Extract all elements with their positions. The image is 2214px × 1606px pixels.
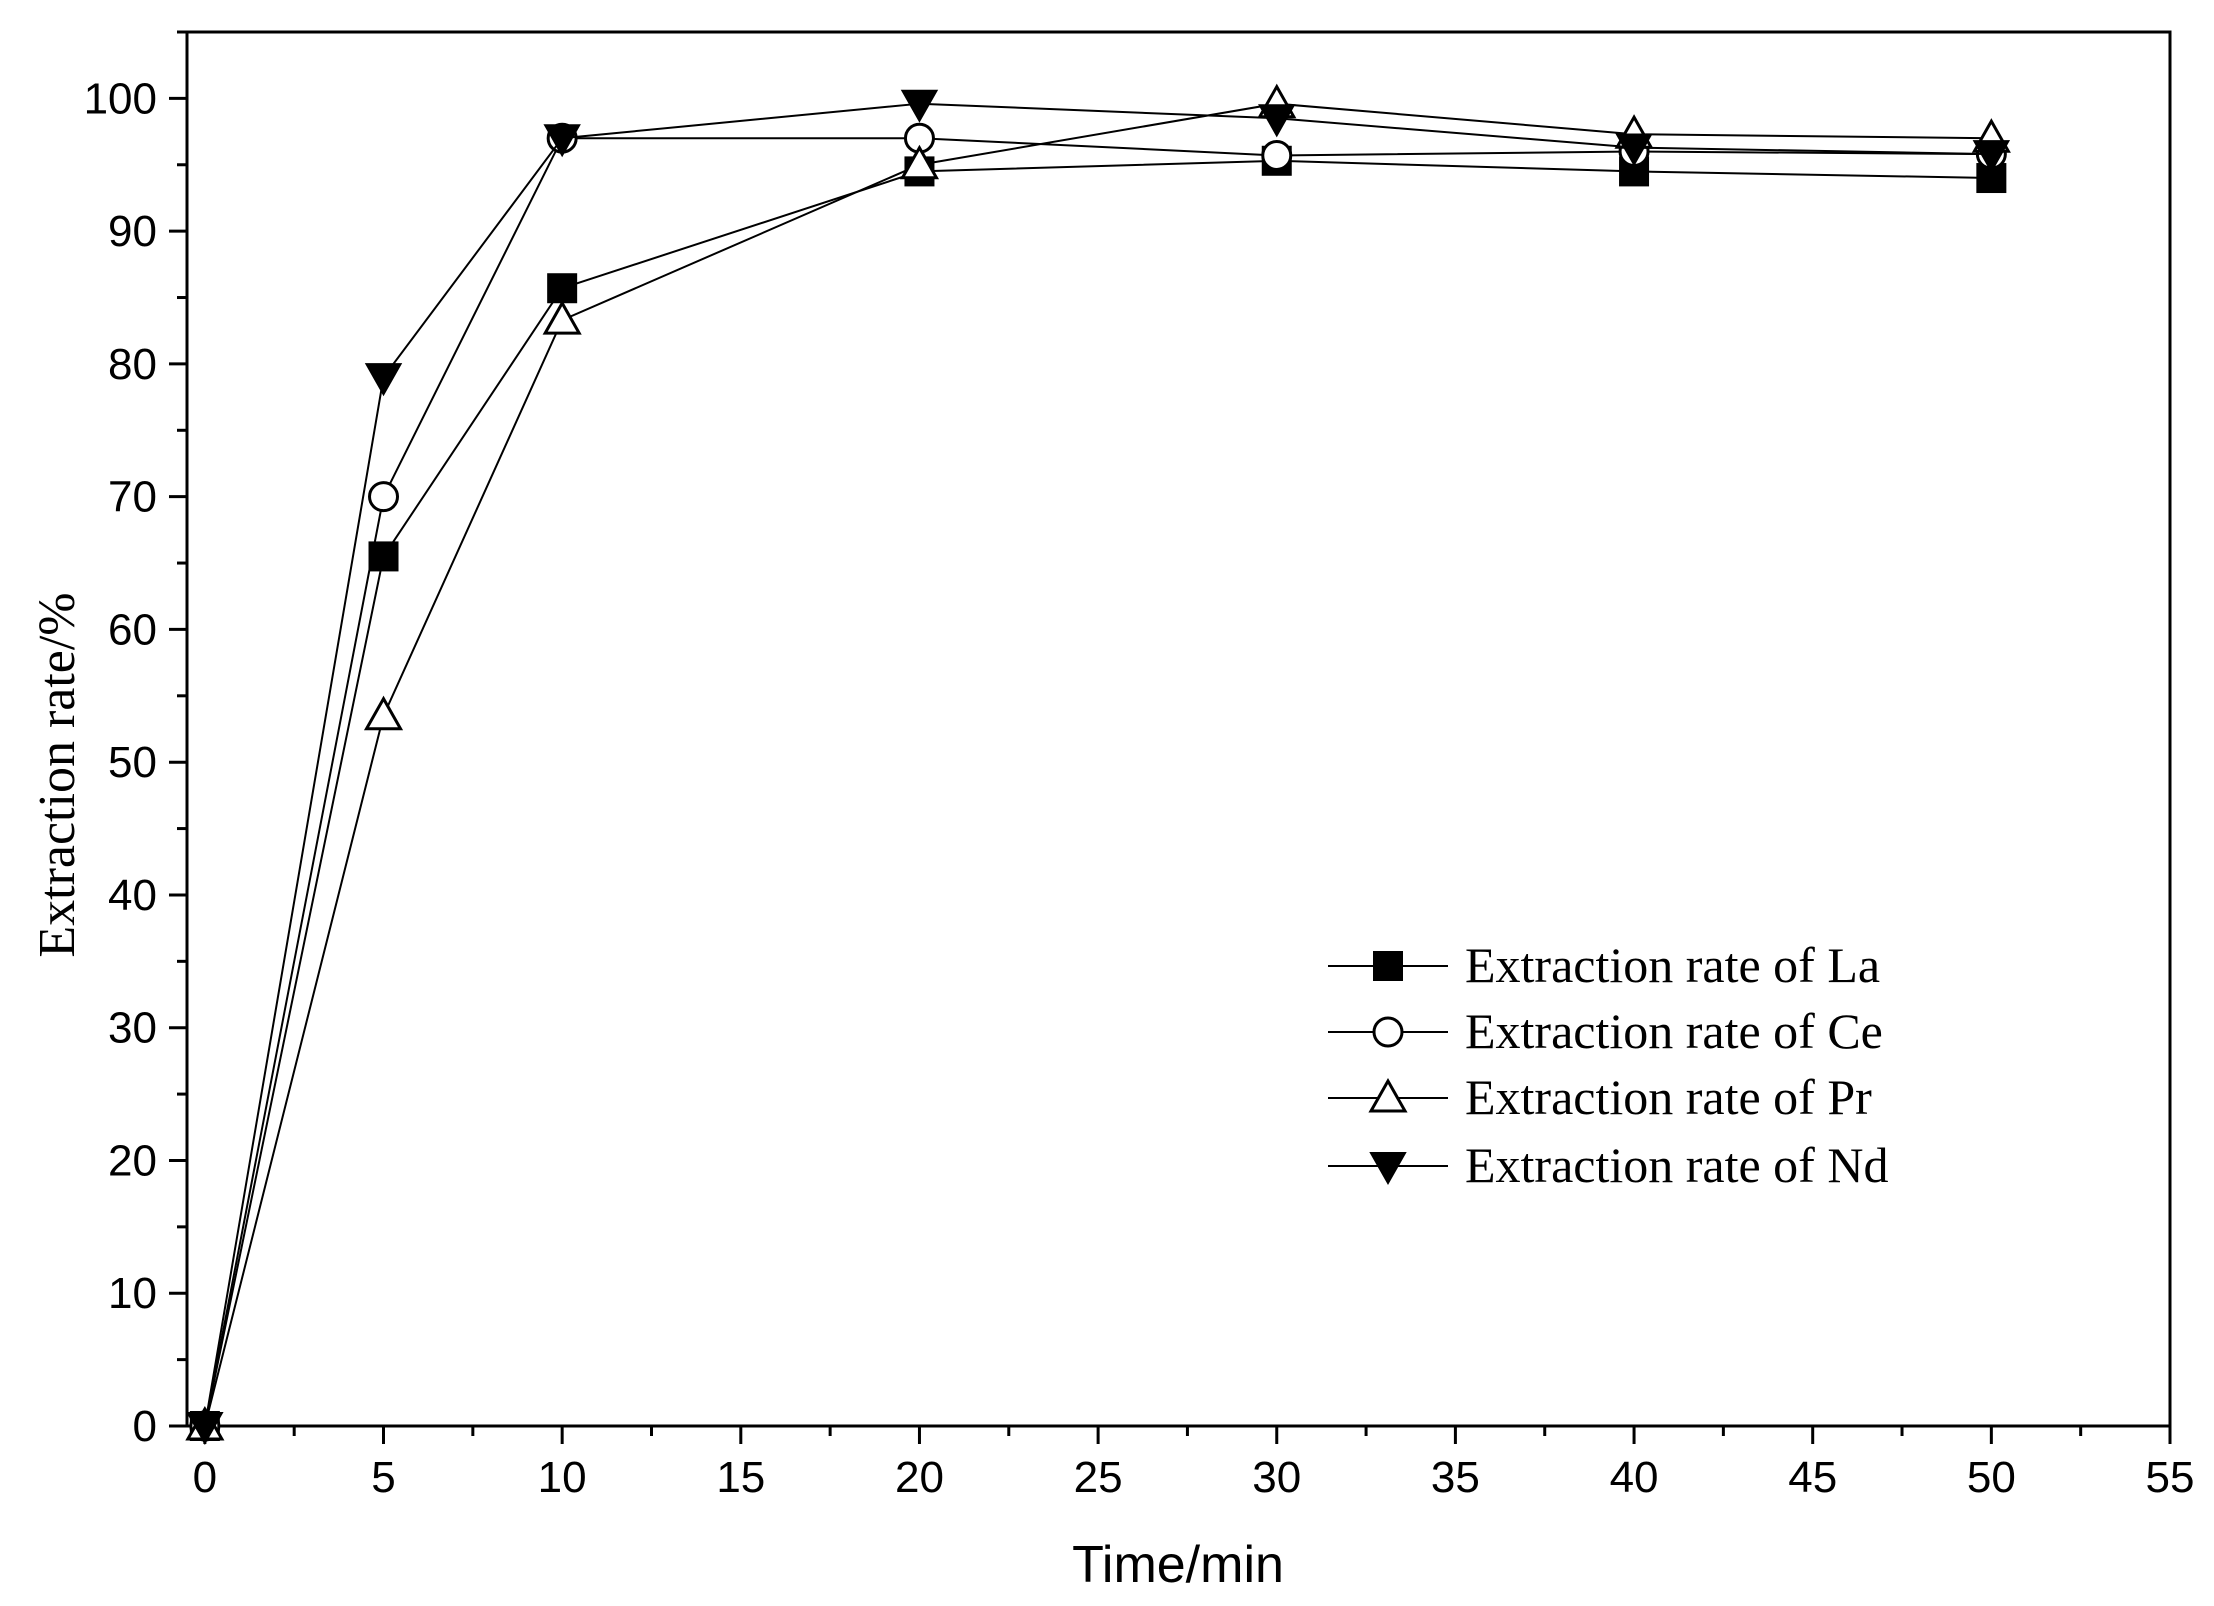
series-line	[203, 137, 1992, 1427]
series-4	[186, 89, 2011, 1446]
y-tick-label: 60	[108, 605, 157, 654]
y-tick-label: 80	[108, 340, 157, 389]
legend-item: Extraction rate of Ce	[1328, 1003, 1883, 1059]
y-tick-label: 50	[108, 738, 157, 787]
x-tick-label: 10	[538, 1453, 587, 1502]
legend-item: Extraction rate of Pr	[1328, 1069, 1872, 1125]
x-tick-label: 40	[1610, 1453, 1659, 1502]
x-tick-label: 25	[1074, 1453, 1123, 1502]
legend-marker	[1372, 1016, 1404, 1048]
legend-label: Extraction rate of Pr	[1465, 1069, 1872, 1125]
x-tick-label: 45	[1788, 1453, 1837, 1502]
y-tick-label: 20	[108, 1136, 157, 1185]
series-3	[185, 83, 2011, 1441]
legend-label: Extraction rate of Ce	[1465, 1003, 1883, 1059]
data-point	[368, 481, 400, 513]
y-axis-title: Extraction rate/%	[29, 592, 86, 957]
y-tick-label: 30	[108, 1004, 157, 1053]
x-tick-label: 5	[371, 1453, 395, 1502]
plot-frame	[185, 30, 2172, 1428]
data-point	[1258, 104, 1296, 138]
y-tick-label: 0	[133, 1402, 157, 1451]
legend-marker	[1368, 1077, 1408, 1113]
legend-item: Extraction rate of La	[1328, 937, 1880, 993]
legend: Extraction rate of La Extraction rate of …	[1328, 937, 1888, 1193]
x-tick-label: 30	[1252, 1453, 1301, 1502]
x-tick-label: 35	[1431, 1453, 1480, 1502]
data-point	[542, 300, 582, 335]
series-layer	[185, 83, 2011, 1446]
legend-item: Extraction rate of Nd	[1328, 1137, 1888, 1193]
x-axis-title: Time/min	[1072, 1536, 1284, 1594]
data-point	[1972, 140, 2011, 174]
data-point	[364, 363, 403, 397]
y-tick-label: 70	[108, 473, 157, 522]
series-line	[203, 102, 1992, 1427]
data-point	[543, 124, 581, 158]
legend-label: Extraction rate of La	[1465, 937, 1880, 993]
y-tick-label: 40	[108, 871, 157, 920]
data-point	[900, 89, 939, 123]
plot-border	[185, 30, 2172, 1428]
x-tick-label: 50	[1967, 1453, 2016, 1502]
series-line	[203, 159, 1992, 1427]
legend-marker	[1369, 1152, 1407, 1186]
x-tick-label: 15	[716, 1453, 765, 1502]
x-tick-label: 20	[895, 1453, 944, 1502]
y-tick-label: 100	[84, 74, 157, 123]
x-tick-label: 55	[2146, 1453, 2195, 1502]
y-tick-label: 10	[108, 1269, 157, 1318]
legend-marker	[1373, 951, 1403, 981]
y-axis: 0 10 20 30 40 50 60 70 80 90 100	[84, 30, 187, 1451]
data-point	[1261, 139, 1293, 171]
series-line	[203, 102, 1992, 1427]
data-point	[899, 144, 940, 180]
legend-label: Extraction rate of Nd	[1465, 1137, 1888, 1193]
x-axis: 0 5 10 15 20 25 30 35 40 45 50 55	[193, 1426, 2195, 1502]
data-point	[186, 1412, 224, 1446]
x-tick-label: 0	[193, 1453, 217, 1502]
series-1	[189, 145, 2007, 1441]
data-point	[363, 695, 404, 731]
series-2	[189, 122, 2007, 1442]
data-point	[547, 273, 578, 304]
data-point	[1615, 133, 1653, 167]
y-tick-label: 90	[108, 207, 157, 256]
